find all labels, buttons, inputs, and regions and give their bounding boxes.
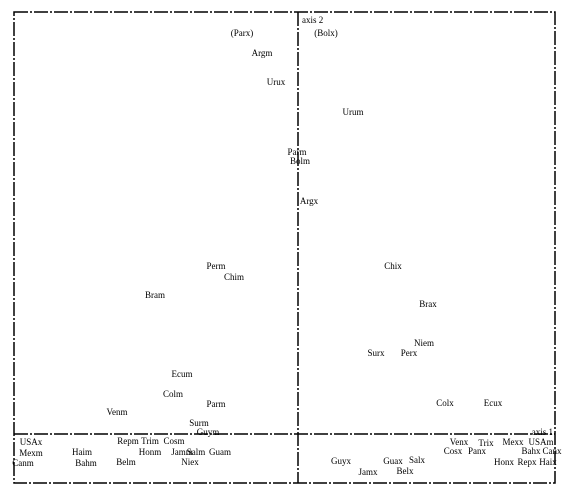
point-label: Trix xyxy=(478,438,494,448)
point-label: Cosm xyxy=(163,436,184,446)
point-label: Salm xyxy=(187,447,206,457)
point-label: USAm xyxy=(528,437,553,447)
point-label: Venm xyxy=(107,407,128,417)
point-label: Haix xyxy=(539,457,557,467)
point-label: (Bolx) xyxy=(314,28,338,38)
point-label: Brax xyxy=(419,299,437,309)
point-label: Repm xyxy=(117,436,139,446)
point-label: Honx xyxy=(494,457,514,467)
point-label: Perx xyxy=(401,348,418,358)
point-label: Guam xyxy=(209,447,231,457)
x-axis-label: axis 1 xyxy=(532,427,553,437)
point-label: Colx xyxy=(436,398,454,408)
point-label: Canx xyxy=(543,446,562,456)
point-label: Canm xyxy=(12,458,34,468)
point-label: Ecum xyxy=(172,369,193,379)
point-label: Surm xyxy=(189,418,209,428)
frame xyxy=(13,11,556,484)
point-label: USAx xyxy=(20,437,43,447)
point-label: Jamx xyxy=(359,467,378,477)
point-label: Parm xyxy=(207,399,226,409)
point-label: Niem xyxy=(414,338,434,348)
point-label: Guyx xyxy=(331,456,351,466)
point-label: (Parx) xyxy=(231,28,254,38)
point-label: Urum xyxy=(343,107,364,117)
point-label: Niex xyxy=(181,457,199,467)
point-label: Chim xyxy=(224,272,244,282)
point-label: Chix xyxy=(384,261,402,271)
point-label: Argm xyxy=(252,48,273,58)
point-label: Surx xyxy=(367,348,385,358)
point-label: Mexx xyxy=(503,437,524,447)
point-label: Perm xyxy=(207,261,226,271)
point-label: Belm xyxy=(116,457,136,467)
point-label: Honm xyxy=(139,447,162,457)
point-label: Urux xyxy=(267,77,286,87)
point-label: Repx xyxy=(518,457,537,467)
point-label: Jamm xyxy=(171,447,193,457)
point-label: Panx xyxy=(468,446,487,456)
point-label: Ecux xyxy=(484,398,503,408)
point-label: Mexm xyxy=(19,448,43,458)
point-label: Bolm xyxy=(290,156,310,166)
point-label: Guax xyxy=(383,456,403,466)
point-label: Bram xyxy=(145,290,165,300)
point-label: Bahx xyxy=(522,446,541,456)
point-label: Argx xyxy=(300,196,319,206)
point-label: Guym xyxy=(197,427,220,437)
point-label: Bahm xyxy=(75,458,97,468)
point-label: Salx xyxy=(409,455,426,465)
point-label: Venx xyxy=(450,437,469,447)
point-label: Trim xyxy=(141,436,159,446)
point-label: Colm xyxy=(163,389,183,399)
y-axis-label: axis 2 xyxy=(302,15,323,25)
point-label: Belx xyxy=(397,466,414,476)
point-label: Cosx xyxy=(444,446,463,456)
point-label: Parm xyxy=(288,147,307,157)
point-label: Haim xyxy=(72,447,92,457)
